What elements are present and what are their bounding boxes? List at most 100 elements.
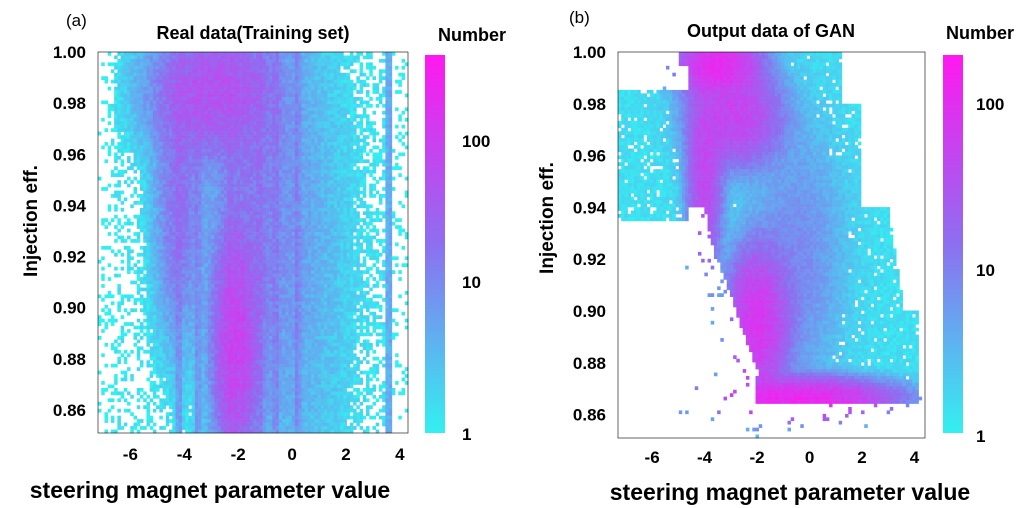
heat-cell <box>159 381 163 385</box>
heat-cell <box>233 405 238 410</box>
heat-cell <box>114 107 118 112</box>
heat-cell <box>227 384 231 389</box>
heat-cell <box>165 245 170 250</box>
heat-cell <box>249 58 254 63</box>
heat-cell <box>217 284 222 288</box>
heat-cell <box>169 270 173 274</box>
heat-cell <box>165 342 170 347</box>
heat-cell <box>146 176 150 181</box>
heat-cell <box>120 252 125 257</box>
heat-cell <box>143 391 147 396</box>
heat-cell <box>194 176 199 181</box>
heat-cell <box>259 232 263 236</box>
heat-cell <box>185 398 189 403</box>
heat-cell <box>146 280 150 285</box>
heat-cell <box>223 221 228 226</box>
heat-cell <box>181 187 186 191</box>
heat-cell <box>223 304 228 309</box>
heat-cell <box>188 391 192 396</box>
heat-cell <box>133 110 138 115</box>
heat-cell <box>152 155 157 160</box>
heat-cell <box>172 228 176 233</box>
heat-cell <box>127 142 131 146</box>
heat-cell <box>236 162 241 167</box>
heat-cell <box>198 142 202 146</box>
heat-cell <box>265 384 270 389</box>
heat-cell <box>256 266 260 271</box>
heat-cell <box>178 176 183 181</box>
heat-cell <box>165 152 170 157</box>
heat-cell <box>178 173 183 177</box>
heat-cell <box>185 55 189 60</box>
heat-cell <box>262 124 267 129</box>
heat-cell <box>253 284 257 288</box>
heat-cell <box>269 346 273 351</box>
heat-cell <box>253 266 257 271</box>
heat-cell <box>262 72 267 77</box>
heat-cell <box>253 304 257 309</box>
heat-cell <box>223 79 228 84</box>
heat-cell <box>143 266 147 271</box>
heat-cell <box>104 294 108 299</box>
heat-cell <box>104 142 108 146</box>
heat-cell <box>265 166 270 171</box>
heat-cell <box>230 72 234 77</box>
heat-cell <box>114 194 118 198</box>
heat-cell <box>185 363 189 368</box>
heat-cell <box>214 107 218 112</box>
heat-cell <box>236 58 241 63</box>
heat-cell <box>272 62 276 67</box>
heat-cell <box>136 148 141 153</box>
heat-cell <box>211 228 215 233</box>
heat-cell <box>143 204 147 209</box>
heat-cell <box>240 204 244 209</box>
heat-cell <box>253 214 257 219</box>
heat-cell <box>233 194 238 198</box>
heat-cell <box>230 315 234 319</box>
heat-cell <box>246 110 251 115</box>
heat-cell <box>265 398 270 403</box>
heat-cell <box>240 86 244 91</box>
heat-cell <box>256 346 260 351</box>
heat-cell <box>220 135 225 139</box>
heat-cell <box>162 363 167 368</box>
heat-cell <box>214 377 218 382</box>
heat-cell <box>152 232 157 236</box>
heat-cell <box>181 394 186 399</box>
heat-cell <box>162 176 167 181</box>
heat-cell <box>127 297 131 302</box>
heat-cell <box>156 280 160 285</box>
heat-cell <box>194 72 199 77</box>
heat-cell <box>243 270 247 274</box>
heat-cell <box>246 93 251 98</box>
heat-cell <box>217 322 222 326</box>
heat-cell <box>146 252 150 257</box>
heat-cell <box>217 52 222 56</box>
heat-cell <box>236 346 241 351</box>
heat-cell <box>162 121 167 126</box>
heat-cell <box>143 252 147 257</box>
heat-cell <box>162 114 167 119</box>
heat-cell <box>143 218 147 223</box>
heat-cell <box>230 204 234 209</box>
heat-cell <box>156 367 160 371</box>
heat-cell <box>165 114 170 119</box>
heat-cell <box>256 325 260 330</box>
heat-cell <box>198 180 202 184</box>
heat-cell <box>156 207 160 212</box>
heat-cell <box>188 252 192 257</box>
heat-cell <box>149 294 154 299</box>
heat-cell <box>162 318 167 323</box>
heat-cell <box>146 266 150 271</box>
heat-cell <box>198 422 202 427</box>
heat-cell <box>120 97 125 101</box>
heat-cell <box>265 353 270 358</box>
heat-cell <box>246 301 251 306</box>
heat-cell <box>230 377 234 382</box>
heat-cell <box>204 86 209 91</box>
heat-cell <box>165 394 170 399</box>
heat-cell <box>223 52 228 56</box>
heat-cell <box>201 367 205 371</box>
heat-cell <box>223 346 228 351</box>
heat-cell <box>262 169 267 174</box>
